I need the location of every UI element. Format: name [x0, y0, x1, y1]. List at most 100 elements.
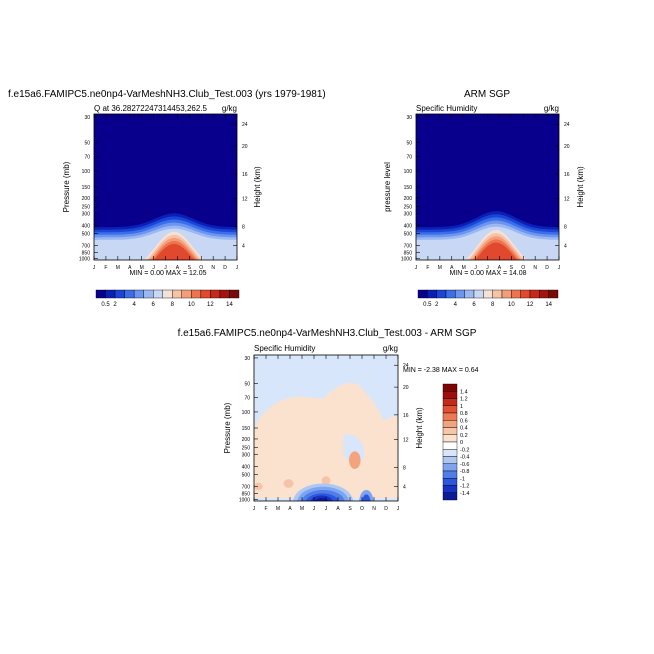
- panel-model-colorbar-swatch: [152, 289, 163, 299]
- panel-diff-month-label: M: [300, 506, 304, 512]
- panel-diff-colorbar-swatch: [442, 420, 458, 428]
- panel-model-pressure-tick-label: 150: [82, 185, 91, 191]
- panel-diff-negative-region: [362, 494, 371, 501]
- panel-model-colorbar-swatch: [191, 289, 202, 299]
- panel-obs-pressure-tick-label: 1000: [401, 257, 412, 263]
- panel-model-pressure-tick-label: 400: [82, 224, 91, 230]
- panel-model-colorbar-label: 2: [113, 302, 117, 308]
- panel-obs-colorbar-label: 0.5: [423, 302, 432, 308]
- panel-model-colorbar-swatch: [133, 289, 144, 299]
- panel-model-month-label: D: [223, 265, 227, 271]
- panel-diff-negative-region: [314, 497, 329, 501]
- panel-obs-colorbar: 0.5 2 4 6 8 10 12 14: [417, 289, 559, 308]
- panel-diff-colorbar-swatch: [442, 470, 458, 479]
- panel-diff-pressure-tick-label: 850: [242, 492, 251, 498]
- panel-obs-colorbar-label: 2: [435, 302, 439, 308]
- panel-obs-colorbar-swatch: [455, 289, 465, 299]
- panel-diff-colorbar-swatch: [442, 398, 458, 406]
- panel-model-colorbar-swatch: [143, 289, 154, 299]
- panel-diff-height-tick-label: 12: [403, 438, 409, 444]
- panel-model-colorbar-swatch: [172, 289, 182, 299]
- panel-obs-height-tick-label: 4: [564, 243, 567, 249]
- panel-diff-colorbar-swatch: [442, 441, 458, 450]
- panel-diff-month-label: D: [384, 506, 388, 512]
- panel-model-colorbar-label: 12: [207, 302, 214, 308]
- panel-diff-colorbar-swatch: [442, 412, 458, 421]
- panel-obs-height-tick-label: 8: [564, 224, 567, 230]
- panel-model-units-label: g/kg: [222, 104, 237, 113]
- panel-obs-month-label: A: [498, 265, 502, 271]
- panel-obs-colorbar-label: 12: [527, 302, 534, 308]
- panel-diff-month-label: A: [288, 506, 292, 512]
- panel-obs-month-label: J: [415, 265, 418, 271]
- panel-model-month-label: A: [176, 265, 180, 271]
- panel-obs-pressure-tick-label: 400: [404, 224, 413, 230]
- panel-diff-positive-spot: [283, 479, 294, 488]
- panel-model-colorbar-label: 4: [132, 302, 136, 308]
- panel-model-colorbar-swatch: [124, 289, 135, 299]
- panel-obs-colorbar-label: 10: [508, 302, 515, 308]
- panel-obs-colorbar-swatch: [539, 289, 549, 299]
- panel-obs-pressure-tick-label: 30: [406, 115, 412, 121]
- panel-diff-pressure-tick-label: 30: [244, 356, 250, 362]
- panel-diff-colorbar-label: -1: [460, 476, 465, 482]
- panel-obs-pressure-tick-label: 300: [404, 211, 413, 217]
- panel-diff-colorbar: 1.4 1.210.80.6 0.40.20-0.2 -0.4-0.6-0.8-1 -1…: [442, 383, 469, 501]
- panel-model-month-label: S: [188, 265, 192, 271]
- panel-model-month-label: A: [128, 265, 132, 271]
- panel-obs-height-tick-label: 24: [564, 122, 570, 128]
- panel-model-colorbar-swatch: [229, 289, 240, 299]
- panel-model-month-label: M: [140, 265, 144, 271]
- panel-diff-colorbar-swatch: [442, 449, 458, 457]
- panel-obs-height-tick-label: 20: [564, 144, 570, 150]
- panel-diff-colorbar-swatch: [442, 485, 458, 493]
- panel-obs-colorbar-label: 6: [472, 302, 476, 308]
- panel-diff-month-label: M: [276, 506, 280, 512]
- panel-model-colorbar-swatch: [219, 289, 230, 299]
- panel-model-pressure-tick-label: 70: [84, 154, 90, 160]
- panel-obs-title: ARM SGP: [464, 89, 510, 100]
- panel-obs-colorbar-swatch: [427, 289, 437, 299]
- panel-model-pressure-tick-label: 500: [82, 232, 91, 238]
- panel-model: f.e15a6.FAMIPC5.ne0np4-VarMeshNH3.Club_T…: [8, 89, 326, 308]
- panel-diff-colorbar-label: -0.2: [460, 447, 469, 453]
- panel-diff-right-axis-label: Height (km): [415, 407, 424, 449]
- panel-diff-month-label: A: [336, 506, 340, 512]
- panel-model-pressure-tick-label: 200: [82, 196, 91, 202]
- panel-obs-month-label: O: [521, 265, 525, 271]
- panel-diff-pressure-tick-label: 500: [242, 473, 251, 479]
- panel-obs-month-label: M: [438, 265, 442, 271]
- panel-obs-month-label: N: [533, 265, 537, 271]
- panel-diff-height-tick-label: 8: [403, 465, 406, 471]
- panel-obs-right-axis-label: Height (km): [576, 166, 585, 208]
- panel-model-month-label: F: [104, 265, 107, 271]
- panel-model-colorbar-label: 6: [152, 302, 156, 308]
- panel-obs-colorbar-swatch: [501, 289, 512, 299]
- panel-diff-colorbar-swatch: [442, 434, 458, 443]
- panel-diff-colorbar-label: -0.6: [460, 462, 469, 468]
- panel-diff: f.e15a6.FAMIPC5.ne0np4-VarMeshNH3.Club_T…: [178, 328, 479, 512]
- panel-obs-height-tick-label: 12: [564, 197, 570, 203]
- panel-model-height-tick-label: 4: [242, 243, 245, 249]
- panel-diff-month-label: J: [313, 506, 316, 512]
- panel-diff-positive-spot: [254, 482, 263, 491]
- panel-obs-pressure-tick-label: 150: [404, 185, 413, 191]
- panel-obs-pressure-tick-label: 700: [404, 243, 413, 249]
- panel-model-colorbar-swatch: [210, 289, 221, 299]
- panel-obs-colorbar-swatch: [529, 289, 540, 299]
- panel-diff-pressure-tick-label: 100: [242, 410, 251, 416]
- panel-obs-colorbar-swatch: [445, 289, 456, 299]
- panel-diff-colorbar-swatch: [442, 427, 458, 435]
- panel-obs-y-axis-label: pressure level: [383, 162, 392, 212]
- panel-diff-variable-label: Specific Humidity: [254, 344, 315, 353]
- panel-obs-pressure-tick-label: 100: [404, 169, 413, 175]
- panel-diff-colorbar-swatch: [442, 405, 458, 414]
- panel-diff-colorbar-label: 0.2: [460, 433, 468, 439]
- panel-diff-pressure-tick-label: 70: [244, 395, 250, 401]
- panel-diff-month-label: S: [348, 506, 352, 512]
- panel-diff-colorbar-label: 1.2: [460, 397, 468, 403]
- panel-model-height-tick-label: 24: [242, 122, 248, 128]
- panel-model-pressure-tick-label: 30: [84, 115, 90, 121]
